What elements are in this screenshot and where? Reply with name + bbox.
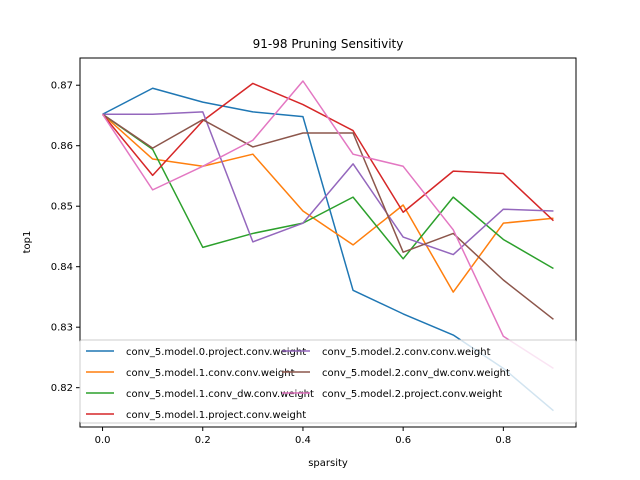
x-tick-label-2: 0.4 — [295, 435, 311, 446]
legend-box — [79, 339, 577, 424]
legend: conv_5.model.0.project.conv.weight conv_5… — [79, 339, 577, 424]
y-axis-title: top1 — [22, 231, 33, 254]
legend-label-2: conv_5.model.1.conv_dw.conv.weight — [126, 389, 314, 400]
series-line-2 — [102, 113, 554, 270]
y-tick-label-1: 0.83 — [51, 323, 73, 334]
y-tick-label-5: 0.87 — [51, 81, 73, 92]
ticks-layer: 0.0 0.2 0.4 0.6 0.8 0.82 0.83 0.84 0.85 0.86 0.87 — [51, 81, 512, 446]
series-layer — [101, 80, 554, 412]
legend-label-3: conv_5.model.1.project.conv.weight — [126, 410, 306, 421]
x-axis-title: sparsity — [308, 458, 348, 469]
legend-label-4: conv_5.model.2.conv.conv.weight — [322, 347, 491, 358]
y-tick-label-3: 0.85 — [51, 202, 73, 213]
y-tick-label-0: 0.82 — [51, 383, 73, 394]
series-line-5 — [102, 113, 554, 320]
chart-title: 91-98 Pruning Sensitivity — [253, 37, 404, 51]
x-tick-label-1: 0.2 — [195, 435, 211, 446]
series-line-6 — [101, 80, 554, 369]
x-tick-label-0: 0.0 — [95, 435, 111, 446]
x-tick-label-4: 0.8 — [495, 435, 511, 446]
y-tick-label-4: 0.86 — [51, 141, 73, 152]
y-tick-label-2: 0.84 — [51, 262, 73, 273]
legend-label-1: conv_5.model.1.conv.conv.weight — [126, 368, 295, 379]
x-tick-label-3: 0.6 — [395, 435, 411, 446]
legend-label-6: conv_5.model.2.project.conv.weight — [322, 389, 502, 400]
plot-frame — [79, 57, 577, 428]
legend-label-5: conv_5.model.2.conv_dw.conv.weight — [322, 368, 510, 379]
series-line-4 — [102, 111, 554, 256]
legend-label-0: conv_5.model.0.project.conv.weight — [126, 347, 306, 358]
